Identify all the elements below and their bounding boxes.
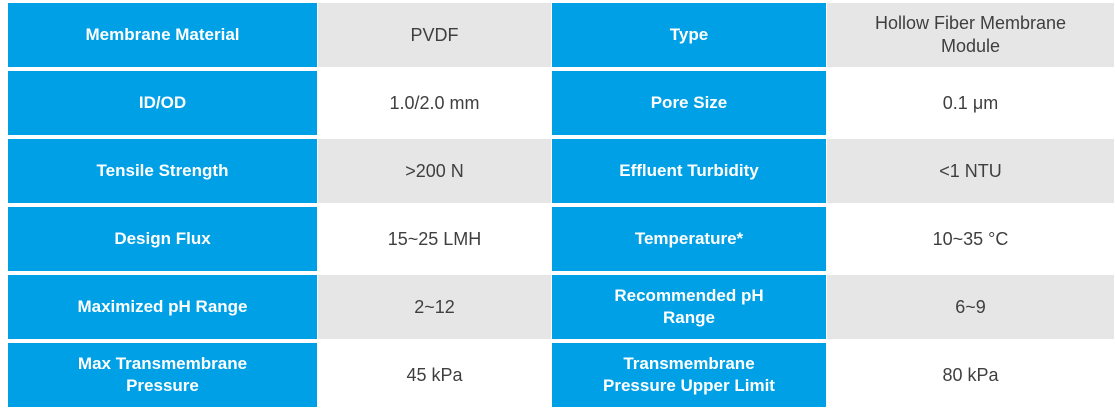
spec-label-max-transmembrane-pressure: Max Transmembrane Pressure bbox=[8, 343, 317, 407]
spec-value-temperature: 10~35 °C bbox=[827, 207, 1114, 271]
spec-label-membrane-material: Membrane Material bbox=[8, 3, 317, 67]
spec-value-tensile-strength: >200 N bbox=[318, 139, 551, 203]
spec-label-design-flux: Design Flux bbox=[8, 207, 317, 271]
spec-value-type: Hollow Fiber Membrane Module bbox=[827, 3, 1114, 67]
spec-label-effluent-turbidity: Effluent Turbidity bbox=[552, 139, 826, 203]
spec-value-recommended-ph-range: 6~9 bbox=[827, 275, 1114, 339]
spec-value-design-flux: 15~25 LMH bbox=[318, 207, 551, 271]
spec-value-max-transmembrane-pressure: 45 kPa bbox=[318, 343, 551, 407]
spec-value-pore-size: 0.1 μm bbox=[827, 71, 1114, 135]
spec-value-transmembrane-pressure-upper-limit: 80 kPa bbox=[827, 343, 1114, 407]
spec-label-pore-size: Pore Size bbox=[552, 71, 826, 135]
spec-label-type: Type bbox=[552, 3, 826, 67]
spec-table: Membrane Material PVDF Type Hollow Fiber… bbox=[8, 3, 1114, 407]
spec-label-transmembrane-pressure-upper-limit: Transmembrane Pressure Upper Limit bbox=[552, 343, 826, 407]
spec-value-id-od: 1.0/2.0 mm bbox=[318, 71, 551, 135]
spec-label-maximized-ph-range: Maximized pH Range bbox=[8, 275, 317, 339]
spec-value-maximized-ph-range: 2~12 bbox=[318, 275, 551, 339]
spec-label-tensile-strength: Tensile Strength bbox=[8, 139, 317, 203]
spec-label-recommended-ph-range: Recommended pH Range bbox=[552, 275, 826, 339]
spec-value-effluent-turbidity: <1 NTU bbox=[827, 139, 1114, 203]
spec-label-id-od: ID/OD bbox=[8, 71, 317, 135]
spec-label-temperature: Temperature* bbox=[552, 207, 826, 271]
spec-value-membrane-material: PVDF bbox=[318, 3, 551, 67]
